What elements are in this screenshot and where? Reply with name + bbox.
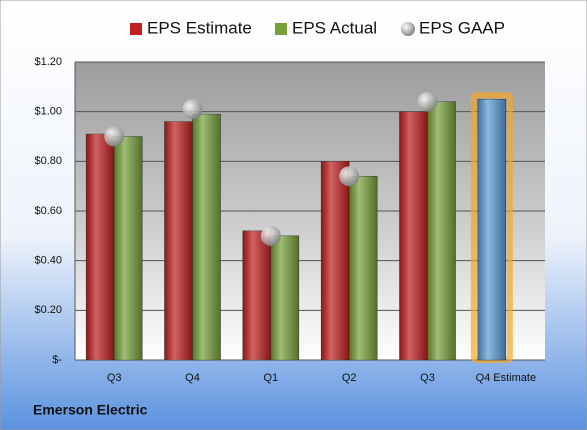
x-tick-label: Q4 <box>185 372 200 384</box>
y-tick-label: $0.20 <box>34 304 62 316</box>
x-tick-label: Q3 <box>420 372 435 384</box>
gaap-marker <box>339 166 360 187</box>
bar-shine <box>270 235 299 360</box>
caption: Emerson Electric <box>33 402 148 418</box>
bar-shine <box>477 99 506 360</box>
legend-marker <box>130 23 142 35</box>
bar-shine <box>86 134 115 360</box>
bar-shine <box>427 101 456 360</box>
x-tick-label: Q2 <box>342 372 357 384</box>
bar-shine <box>192 114 221 361</box>
legend-label: EPS GAAP <box>419 18 505 37</box>
y-tick-label: $0.40 <box>34 255 62 267</box>
bar-shine <box>114 136 143 360</box>
x-tick-label: Q4 Estimate <box>476 372 537 384</box>
y-tick-label: $- <box>52 354 62 366</box>
gaap-marker <box>104 126 125 147</box>
legend-marker <box>275 23 287 35</box>
bar-shine <box>399 111 428 361</box>
bar-shine <box>164 121 193 360</box>
gaap-marker <box>260 225 281 246</box>
gaap-marker <box>182 99 203 120</box>
bar-shine <box>349 176 378 360</box>
x-tick-label: Q3 <box>107 372 122 384</box>
y-tick-label: $1.20 <box>34 56 62 68</box>
y-tick-label: $0.80 <box>34 155 62 167</box>
gaap-marker <box>417 91 438 112</box>
legend-label: EPS Estimate <box>147 18 252 37</box>
legend-label: EPS Actual <box>292 18 377 37</box>
x-tick-label: Q1 <box>263 372 278 384</box>
y-tick-label: $1.00 <box>34 106 62 118</box>
bar-shine <box>242 230 271 360</box>
bar-shine <box>321 161 350 360</box>
y-tick-label: $0.60 <box>34 205 62 217</box>
legend-marker <box>401 22 415 36</box>
